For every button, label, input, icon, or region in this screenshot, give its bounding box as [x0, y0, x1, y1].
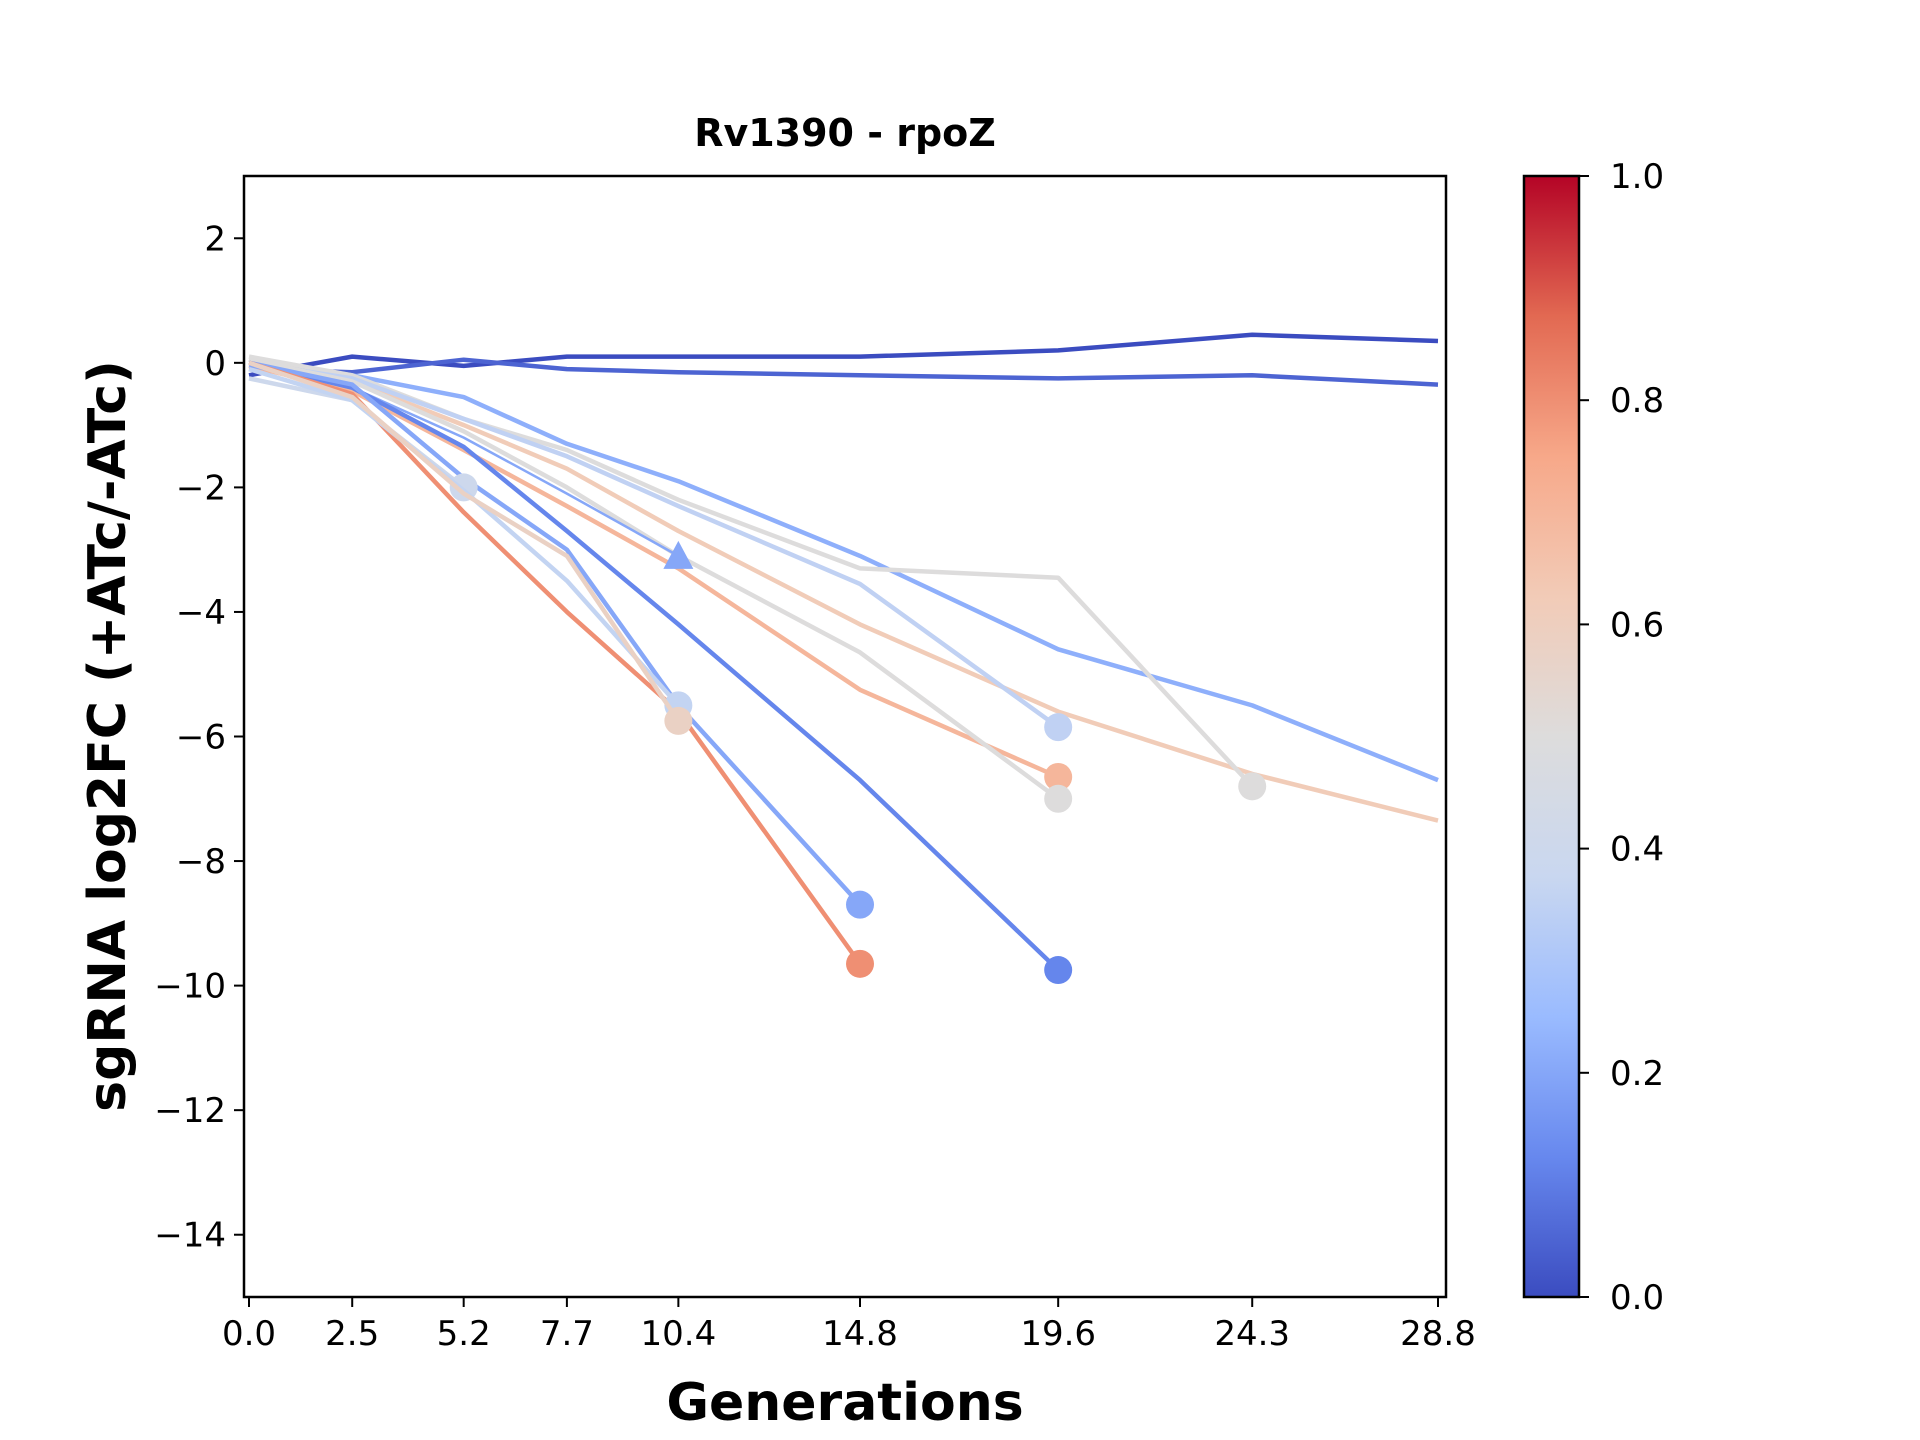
series-line	[248, 360, 1060, 730]
y-tick-label: −10	[154, 967, 226, 1007]
x-axis: 0.0 2.5 5.2 7.7 10.4 14.8 19.6 24.3 28.8	[222, 1297, 1476, 1354]
series-12	[248, 360, 875, 978]
end-point-marker	[1238, 772, 1267, 801]
series-1	[248, 332, 1439, 378]
series-10	[248, 360, 1073, 985]
y-tick-label: −4	[176, 593, 226, 633]
end-point-marker	[664, 706, 693, 735]
series-line	[248, 360, 862, 907]
chart-title: Rv1390 - rpoZ	[694, 111, 996, 155]
end-point-marker	[1044, 762, 1073, 791]
y-tick-label: −2	[176, 468, 226, 508]
x-tick-label: 24.3	[1214, 1314, 1290, 1354]
y-tick-label: −14	[154, 1216, 226, 1256]
end-point-marker	[1044, 713, 1073, 742]
end-point-marker	[1044, 784, 1073, 813]
x-tick-label: 14.8	[822, 1314, 898, 1354]
colorbar-tick-label: 0.4	[1610, 830, 1664, 870]
y-tick-label: 0	[204, 344, 226, 384]
x-tick-label: 5.2	[437, 1314, 491, 1354]
y-tick-label: −6	[176, 718, 226, 758]
series-line	[248, 332, 1439, 378]
end-point-marker	[846, 949, 875, 978]
series-line	[248, 357, 1439, 783]
y-tick-label: −12	[154, 1091, 226, 1131]
colorbar-tick-label: 1.0	[1610, 157, 1664, 197]
colorbar-tick-label: 0.0	[1610, 1278, 1664, 1318]
series-3	[248, 357, 1439, 783]
series-5	[248, 354, 1267, 801]
series-line	[248, 360, 862, 966]
colorbar-tick-label: 0.6	[1610, 605, 1664, 645]
series-line	[248, 363, 1060, 780]
x-tick-label: 7.7	[540, 1314, 594, 1354]
end-point-marker	[1044, 956, 1073, 985]
x-tick-label: 2.5	[325, 1314, 379, 1354]
series-line	[248, 366, 681, 707]
series-line	[248, 357, 1439, 387]
y-axis: 2 0 −2 −4 −6 −8 −10 −12 −14	[154, 219, 244, 1256]
colorbar-tick-label: 0.8	[1610, 381, 1664, 421]
y-tick-label: 2	[204, 219, 226, 259]
plot-frame	[242, 174, 1448, 1299]
series-8	[248, 357, 1073, 813]
x-tick-label: 19.6	[1020, 1314, 1096, 1354]
series-line	[248, 357, 1060, 801]
colorbar	[1522, 174, 1581, 1299]
series-line	[248, 354, 1254, 788]
x-tick-label: 28.8	[1400, 1314, 1476, 1354]
series-layer	[248, 332, 1439, 985]
y-tick-label: −8	[176, 842, 226, 882]
triangle-marker	[663, 540, 694, 569]
series-6	[248, 360, 1073, 742]
x-axis-label: Generations	[666, 1373, 1023, 1433]
series-11	[248, 360, 875, 919]
x-tick-label: 0.0	[222, 1314, 276, 1354]
colorbar-axis: 0.0 0.2 0.4 0.6 0.8 1.0	[1579, 157, 1664, 1318]
series-line	[248, 360, 681, 723]
series-7	[248, 363, 1073, 791]
colorbar-tick-label: 0.2	[1610, 1054, 1664, 1094]
y-axis-label: sgRNA log2FC (+ATc/-ATc)	[78, 360, 138, 1112]
x-tick-label: 10.4	[641, 1314, 717, 1354]
series-line	[248, 360, 1060, 972]
series-15	[248, 360, 693, 735]
series-2	[248, 357, 1439, 387]
end-point-marker	[846, 890, 875, 919]
